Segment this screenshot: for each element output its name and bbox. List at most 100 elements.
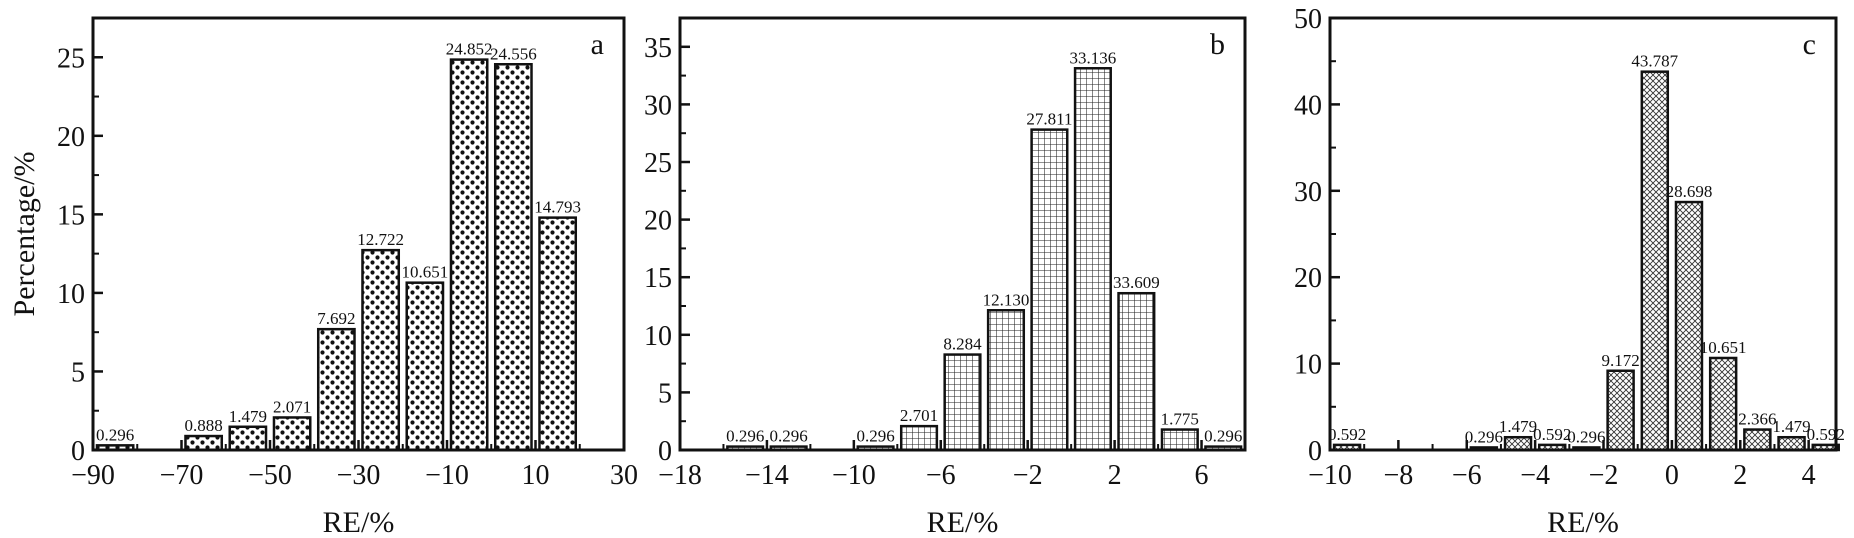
- panel-a: 0.296 0.888 1.479 2.071 7.692 12.722 10.651 24.…: [8, 16, 638, 538]
- panel-a-y-tick-label: 5: [71, 357, 85, 388]
- panel-c-bar: [1708, 356, 1738, 452]
- panel-a-data-label: 10.651: [402, 263, 449, 282]
- panel-b-ticks: −18 −14 −10 −6 −2 2 6 0 5 10 15 20 25 30 35: [644, 33, 1209, 491]
- panel-b-bar: [1030, 128, 1069, 452]
- panel-a-data-label: 0.296: [96, 425, 134, 444]
- panel-a-x-axis-label: RE/%: [323, 506, 395, 538]
- panel-a-y-axis-label: Percentage/%: [8, 152, 41, 317]
- panel-c-data-label: 0.296: [1465, 427, 1503, 446]
- panel-a-data-label: 7.692: [317, 309, 355, 328]
- panel-a-data-label: 12.722: [357, 230, 404, 249]
- panel-c-y-tick-label: 50: [1294, 4, 1322, 35]
- panel-c-data-label: 1.479: [1499, 417, 1537, 436]
- panel-c-data-label: 0.592: [1328, 425, 1366, 444]
- panel-b-data-label: 0.296: [726, 427, 764, 446]
- panel-a-y-tick-label: 20: [57, 122, 85, 153]
- panel-a-data-label: 1.479: [229, 407, 267, 426]
- panel-c-x-tick-label: −4: [1520, 460, 1550, 491]
- panel-a-bars: [95, 58, 578, 452]
- panel-c-y-tick-label: 40: [1294, 90, 1322, 121]
- panel-b-y-tick-label: 10: [644, 321, 672, 352]
- panel-a-bar: [228, 425, 268, 452]
- panel-b-x-tick-label: 2: [1108, 460, 1122, 491]
- panel-b-y-tick-label: 0: [658, 436, 672, 467]
- panel-c-data-label: 0.592: [1807, 425, 1845, 444]
- panel-c-bar: [1503, 435, 1533, 452]
- panel-b-y-tick-label: 30: [644, 90, 672, 121]
- panel-c-data-label: 2.366: [1738, 410, 1776, 429]
- panel-c-frame: [1328, 16, 1838, 452]
- panel-a-x-tick-label: 30: [610, 460, 638, 491]
- panel-b-x-axis-label: RE/%: [927, 506, 999, 538]
- panel-b-x-tick-label: −18: [658, 460, 702, 491]
- panel-c-bar: [1640, 70, 1670, 452]
- panel-c-x-tick-label: −6: [1452, 460, 1482, 491]
- panel-c-x-axis-label: RE/%: [1547, 506, 1619, 538]
- panel-c-data-label: 28.698: [1666, 182, 1713, 201]
- panel-a-bar: [184, 434, 224, 452]
- panel-a-x-tick-label: −30: [337, 460, 381, 491]
- panel-c: 0.592 0.2961.4790.5920.2969.17243.78728.6…: [1294, 4, 1845, 538]
- panel-a-data-labels: 0.296 0.888 1.479 2.071 7.692 12.722 10.651 24.…: [96, 40, 581, 445]
- panel-b-data-label: 12.130: [983, 290, 1030, 309]
- panel-a-x-tick-label: −70: [160, 460, 204, 491]
- panel-b-bars: [726, 67, 1243, 452]
- panel-a-bar: [538, 216, 578, 452]
- panel-c-data-label: 0.592: [1533, 425, 1571, 444]
- panel-b-x-tick-label: −10: [832, 460, 876, 491]
- panel-a-x-tick-label: −50: [248, 460, 292, 491]
- panel-a-data-label: 14.793: [534, 198, 581, 217]
- panel-c-y-tick-label: 0: [1308, 436, 1322, 467]
- panel-a-data-label: 24.556: [490, 44, 537, 63]
- panel-a-bar: [405, 281, 445, 452]
- panel-a-data-label: 2.071: [273, 397, 311, 416]
- panel-c-y-tick-label: 30: [1294, 177, 1322, 208]
- panel-b-x-tick-label: 6: [1195, 460, 1209, 491]
- panel-b-data-label: 1.775: [1161, 410, 1199, 429]
- panel-c-data-label: 43.787: [1631, 52, 1678, 71]
- panel-b-letter: b: [1210, 28, 1225, 61]
- panel-a-x-tick-label: −10: [425, 460, 469, 491]
- panel-b-y-tick-label: 15: [644, 263, 672, 294]
- panel-a-bar: [316, 327, 356, 452]
- panel-a-data-label: 0.888: [185, 416, 223, 435]
- panel-b-data-labels: 0.296 0.296 0.296 2.701 8.284 12.130 27.811 33.…: [726, 48, 1242, 445]
- panel-b-data-label: 8.284: [943, 335, 982, 354]
- panel-a-bar: [361, 248, 401, 452]
- panel-b-bar: [986, 309, 1026, 452]
- panel-a-bar: [493, 63, 533, 452]
- panel-a-frame: [91, 16, 626, 452]
- panel-b: 0.296 0.296 0.296 2.701 8.284 12.130 27.811 33.…: [644, 16, 1247, 538]
- panel-b-data-label: 0.296: [856, 427, 894, 446]
- panel-c-bars: [1332, 70, 1840, 452]
- panel-c-x-tick-label: 4: [1802, 460, 1816, 491]
- panel-b-bar: [943, 353, 982, 452]
- panel-b-data-label: 33.609: [1113, 273, 1160, 292]
- panel-c-bar: [1743, 428, 1772, 452]
- panel-b-y-tick-label: 35: [644, 33, 672, 64]
- panel-b-y-tick-label: 25: [644, 148, 672, 179]
- panel-b-y-tick-label: 20: [644, 206, 672, 237]
- panel-a-bar: [272, 416, 312, 452]
- panel-a-bar: [449, 58, 489, 452]
- panel-a-y-tick-label: 15: [57, 200, 85, 231]
- panel-b-bar: [1073, 67, 1112, 452]
- panel-b-data-label: 2.701: [900, 406, 938, 425]
- panel-b-data-label: 0.296: [770, 427, 808, 446]
- panel-b-x-tick-label: −2: [1013, 460, 1043, 491]
- panel-b-data-label: 27.811: [1026, 110, 1072, 129]
- panel-c-data-label: 9.172: [1601, 351, 1639, 370]
- panel-a-y-tick-label: 10: [57, 279, 85, 310]
- panel-a-data-label: 24.852: [446, 40, 493, 59]
- panel-a-letter: a: [591, 28, 604, 61]
- panel-a-x-tick-label: −90: [71, 460, 115, 491]
- panel-c-data-label: 1.479: [1772, 417, 1810, 436]
- panel-a-ticks: −90 −70 −50 −30 −10 10 30 0 5 10 15 20 25: [57, 43, 638, 491]
- panel-c-x-tick-label: −8: [1383, 460, 1413, 491]
- panel-c-letter: c: [1803, 28, 1816, 61]
- panel-c-data-label: 0.296: [1567, 427, 1605, 446]
- panel-b-data-label: 33.136: [1070, 48, 1117, 67]
- panel-a-x-tick-label: 10: [522, 460, 550, 491]
